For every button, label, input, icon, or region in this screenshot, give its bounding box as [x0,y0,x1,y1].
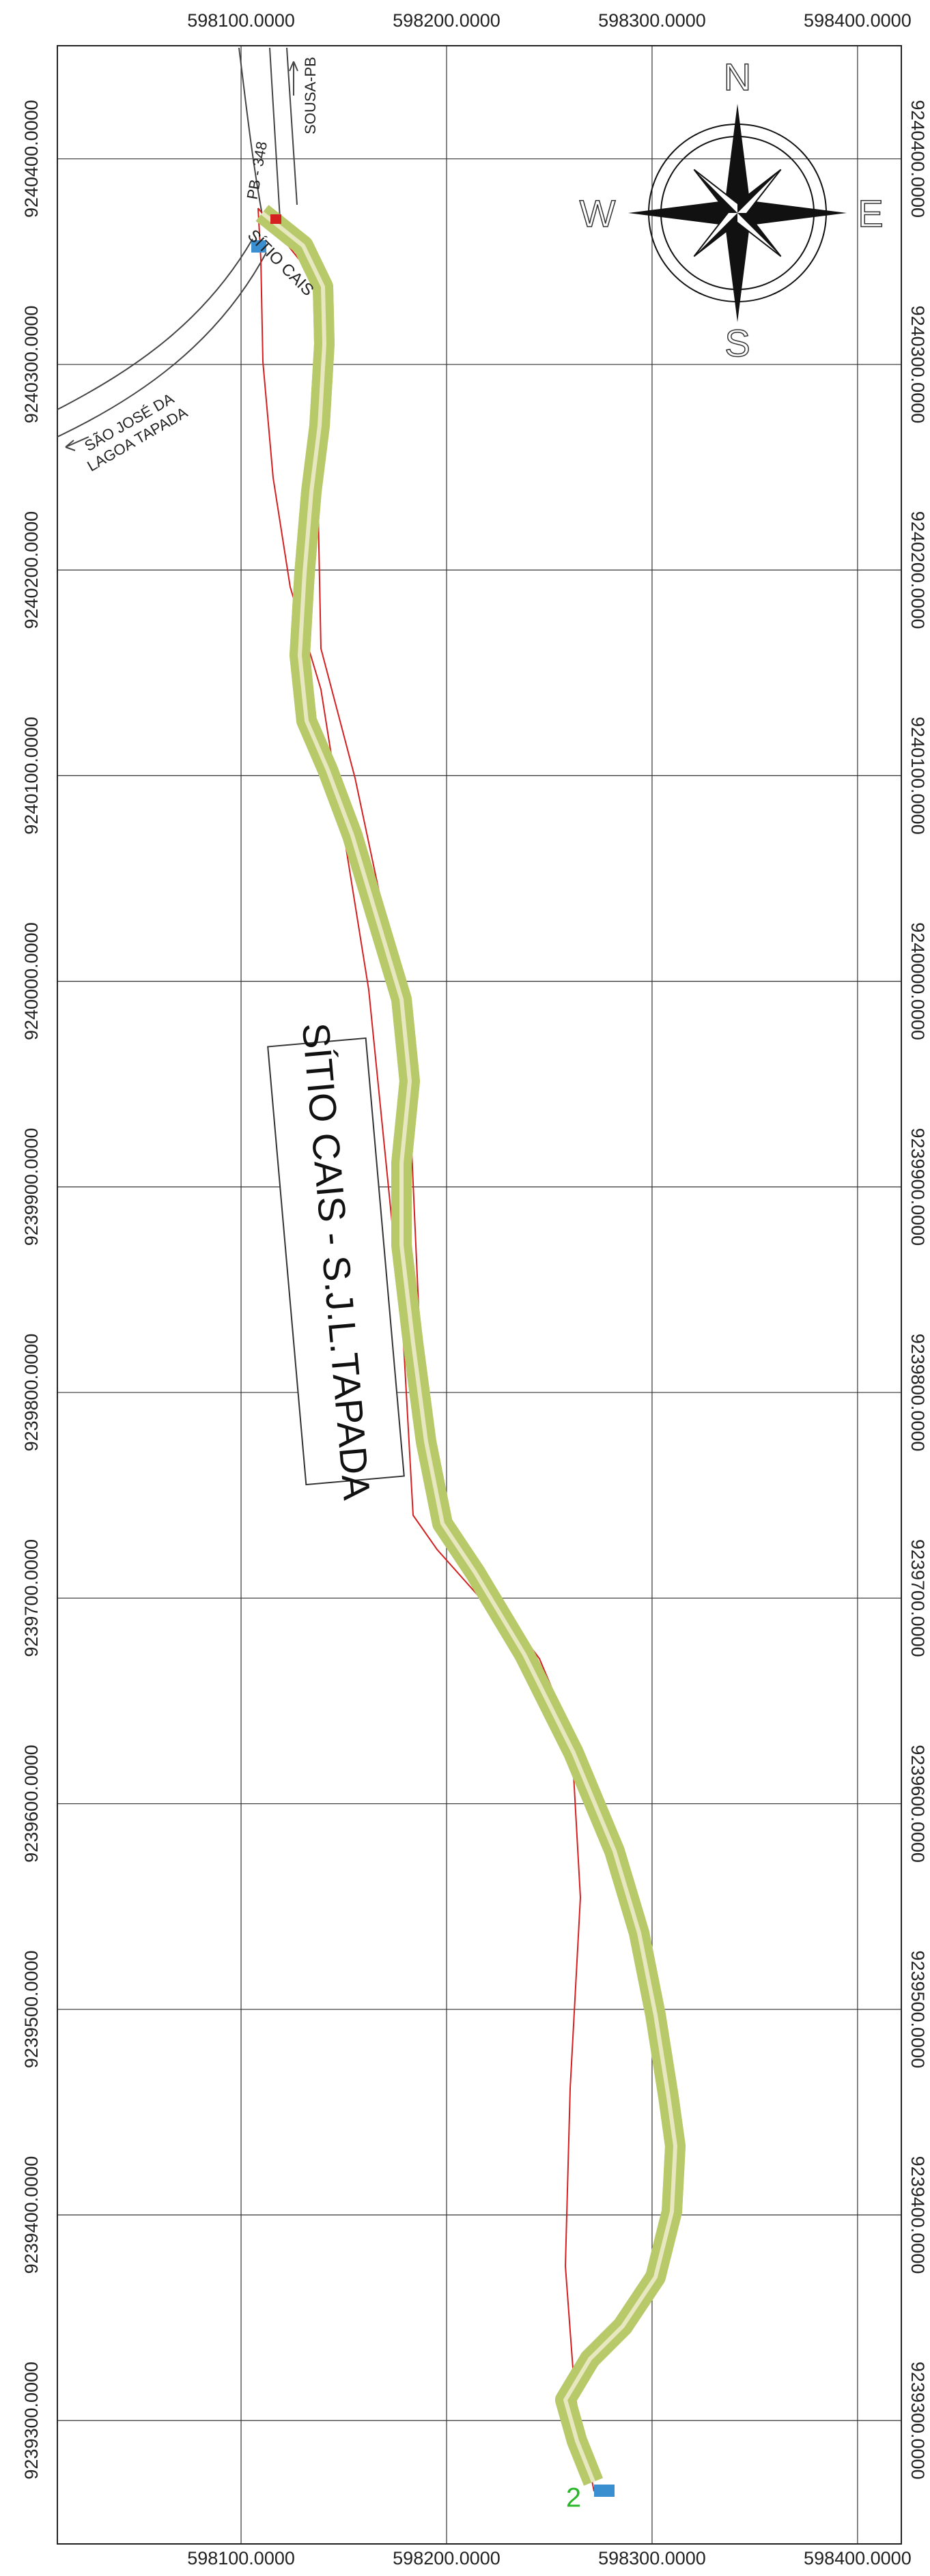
x-tick-label: 598400.0000 [804,10,912,31]
y-tick-label: 9239500.0000 [21,1950,42,2068]
y-tick-label: 9240400.0000 [907,100,928,218]
compass-e: E [858,192,883,235]
culvert [594,2485,615,2497]
compass-n: N [724,55,751,98]
x-tick-label: 598200.0000 [393,2548,501,2568]
y-tick-label: 9240100.0000 [21,717,42,835]
compass-star [694,169,737,213]
road-centerline [261,211,677,2483]
x-tick-label: 598100.0000 [187,2548,295,2568]
roads [57,47,298,451]
y-tick-label: 9240100.0000 [907,717,928,835]
y-tick-label: 9240300.0000 [907,306,928,424]
road-edge [269,47,281,219]
y-tick-label: 9239900.0000 [21,1128,42,1246]
x-tick-label: 598300.0000 [598,2548,706,2568]
y-tick-label: 9239400.0000 [21,2156,42,2274]
x-tick-label: 598400.0000 [804,2548,912,2568]
y-tick-label: 9239300.0000 [907,2362,928,2480]
y-tick-label: 9239600.0000 [907,1745,928,1863]
compass: N S W E [579,55,884,365]
arrow [65,436,89,451]
x-tick-label: 598100.0000 [187,10,295,31]
title-frame [267,1037,405,1486]
x-tick-label: 598300.0000 [598,10,706,31]
road-edge [57,238,253,410]
boundary [257,207,595,2492]
y-tick-label: 9240200.0000 [907,511,928,629]
y-tick-label: 9240300.0000 [21,306,42,424]
marker [270,214,281,224]
y-tick-label: 9239400.0000 [907,2156,928,2274]
grid [57,46,901,2544]
road-edge [57,252,267,438]
y-tick-label: 9239300.0000 [21,2362,42,2480]
y-tick-label: 9239700.0000 [21,1539,42,1657]
y-tick-label: 9239800.0000 [907,1334,928,1452]
compass-s: S [724,321,750,364]
y-tick-label: 9240400.0000 [21,100,42,218]
compass-w: W [580,192,616,235]
title-box: SÍTIO CAIS - S.J.L.TAPADA [267,1021,405,1502]
y-tick-label: 9240200.0000 [21,511,42,629]
y-tick-label: 9240000.0000 [907,922,928,1040]
road-label: SOUSA-PB [302,57,319,134]
culvert [251,240,266,253]
y-tick-label: 9239900.0000 [907,1128,928,1246]
sheet-number: 2 [566,2483,581,2513]
y-tick-label: 9239600.0000 [21,1745,42,1863]
arrow [289,61,298,96]
x-tick-label: 598200.0000 [393,10,501,31]
y-tick-label: 9239800.0000 [21,1334,42,1452]
frame [57,45,902,2545]
road-edge [286,47,298,205]
compass-star [737,213,781,257]
y-tick-label: 9239500.0000 [907,1950,928,2068]
y-tick-label: 9240000.0000 [21,922,42,1040]
road-edge [238,47,264,219]
y-tick-label: 9239700.0000 [907,1539,928,1657]
